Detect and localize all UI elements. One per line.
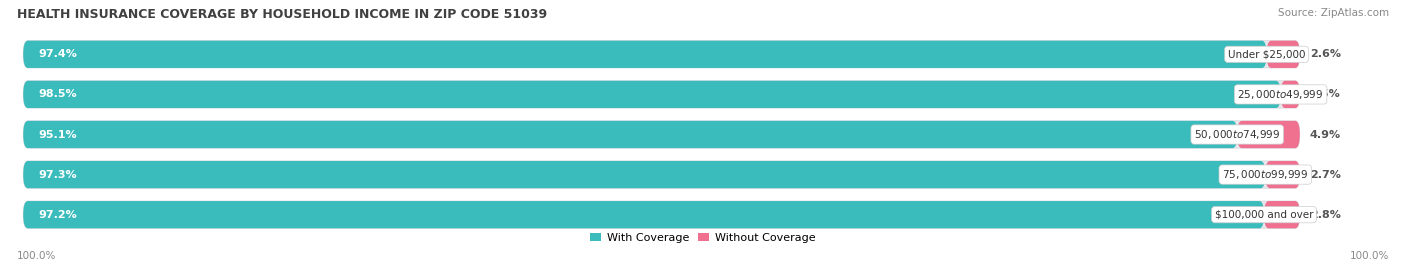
FancyBboxPatch shape [24, 121, 1237, 148]
Text: 95.1%: 95.1% [38, 129, 77, 140]
Text: 1.5%: 1.5% [1310, 89, 1341, 100]
FancyBboxPatch shape [1264, 201, 1299, 228]
Text: 2.7%: 2.7% [1310, 169, 1341, 180]
FancyBboxPatch shape [24, 81, 1281, 108]
FancyBboxPatch shape [24, 201, 1264, 228]
Text: HEALTH INSURANCE COVERAGE BY HOUSEHOLD INCOME IN ZIP CODE 51039: HEALTH INSURANCE COVERAGE BY HOUSEHOLD I… [17, 8, 547, 21]
Text: 2.8%: 2.8% [1310, 210, 1341, 220]
Text: 2.6%: 2.6% [1310, 49, 1341, 59]
Text: $100,000 and over: $100,000 and over [1215, 210, 1313, 220]
FancyBboxPatch shape [24, 81, 1299, 108]
FancyBboxPatch shape [1237, 121, 1299, 148]
FancyBboxPatch shape [24, 41, 1267, 68]
FancyBboxPatch shape [1265, 161, 1299, 188]
FancyBboxPatch shape [1267, 41, 1299, 68]
FancyBboxPatch shape [24, 41, 1299, 68]
FancyBboxPatch shape [24, 121, 1299, 148]
Text: $25,000 to $49,999: $25,000 to $49,999 [1237, 88, 1324, 101]
Text: 100.0%: 100.0% [1350, 251, 1389, 261]
Text: Under $25,000: Under $25,000 [1227, 49, 1305, 59]
Text: 97.3%: 97.3% [38, 169, 77, 180]
Text: Source: ZipAtlas.com: Source: ZipAtlas.com [1278, 8, 1389, 18]
Legend: With Coverage, Without Coverage: With Coverage, Without Coverage [586, 229, 820, 247]
FancyBboxPatch shape [24, 161, 1299, 188]
FancyBboxPatch shape [24, 161, 1265, 188]
FancyBboxPatch shape [24, 201, 1299, 228]
Text: 97.4%: 97.4% [38, 49, 77, 59]
FancyBboxPatch shape [1281, 81, 1299, 108]
Text: 98.5%: 98.5% [38, 89, 77, 100]
Text: 97.2%: 97.2% [38, 210, 77, 220]
Text: 100.0%: 100.0% [17, 251, 56, 261]
Text: 4.9%: 4.9% [1310, 129, 1341, 140]
Text: $75,000 to $99,999: $75,000 to $99,999 [1222, 168, 1309, 181]
Text: $50,000 to $74,999: $50,000 to $74,999 [1194, 128, 1281, 141]
